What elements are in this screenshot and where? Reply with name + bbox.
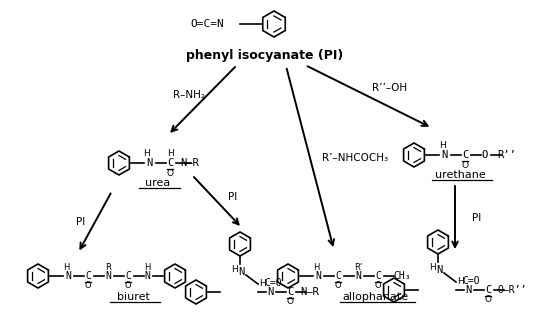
Text: N: N (441, 150, 447, 160)
Text: C: C (462, 150, 468, 160)
Text: C: C (125, 271, 131, 281)
Text: H: H (313, 262, 319, 271)
Text: C: C (85, 271, 91, 281)
Text: CH₃: CH₃ (393, 271, 411, 281)
Text: O: O (335, 281, 341, 290)
Text: R’: R’ (354, 262, 362, 271)
Text: C: C (335, 271, 341, 281)
Text: N: N (144, 271, 150, 281)
Text: H: H (259, 280, 266, 289)
Text: urea: urea (145, 178, 171, 188)
Text: N: N (146, 158, 152, 168)
Text: N: N (238, 267, 244, 277)
Text: phenyl isocyanate (PI): phenyl isocyanate (PI) (187, 50, 344, 62)
Text: biuret: biuret (116, 292, 150, 302)
Text: O: O (485, 295, 491, 305)
Text: C=O: C=O (462, 276, 480, 286)
Text: N: N (65, 271, 71, 281)
Text: N: N (436, 265, 442, 275)
Text: H: H (144, 149, 150, 158)
Text: H: H (167, 149, 173, 158)
Text: H: H (63, 262, 69, 271)
Text: urethane: urethane (434, 170, 485, 180)
Text: PI: PI (472, 213, 481, 223)
Text: R–NH₂: R–NH₂ (173, 90, 205, 100)
Text: O: O (461, 160, 469, 169)
Text: N–R: N–R (181, 158, 199, 168)
Text: N–R: N–R (301, 287, 320, 297)
Text: O: O (84, 281, 91, 290)
Text: R: R (105, 262, 111, 271)
Text: C: C (375, 271, 381, 281)
Text: allophanate: allophanate (342, 292, 408, 302)
Text: H: H (439, 142, 445, 150)
Text: H: H (231, 265, 237, 274)
Text: PI: PI (228, 192, 237, 202)
Text: O: O (482, 150, 488, 160)
Text: H: H (428, 262, 436, 271)
Text: R’’: R’’ (497, 150, 516, 160)
Text: R’–NHCOCH₃: R’–NHCOCH₃ (322, 153, 388, 163)
Text: O: O (375, 281, 381, 290)
Text: PI: PI (76, 217, 85, 227)
Text: O=C=N: O=C=N (190, 19, 224, 29)
Text: O: O (167, 168, 173, 178)
Text: C=O: C=O (264, 278, 282, 288)
Text: N: N (105, 271, 111, 281)
Text: H: H (457, 277, 463, 286)
Text: C: C (485, 285, 491, 295)
Text: N: N (355, 271, 361, 281)
Text: O–R’’: O–R’’ (497, 285, 527, 295)
Text: N: N (267, 287, 273, 297)
Text: N: N (315, 271, 321, 281)
Text: H: H (144, 262, 150, 271)
Text: O: O (286, 298, 294, 306)
Text: N: N (465, 285, 471, 295)
Text: C: C (287, 287, 293, 297)
Text: C: C (167, 158, 173, 168)
Text: R’’–OH: R’’–OH (373, 83, 407, 93)
Text: O: O (125, 281, 131, 290)
